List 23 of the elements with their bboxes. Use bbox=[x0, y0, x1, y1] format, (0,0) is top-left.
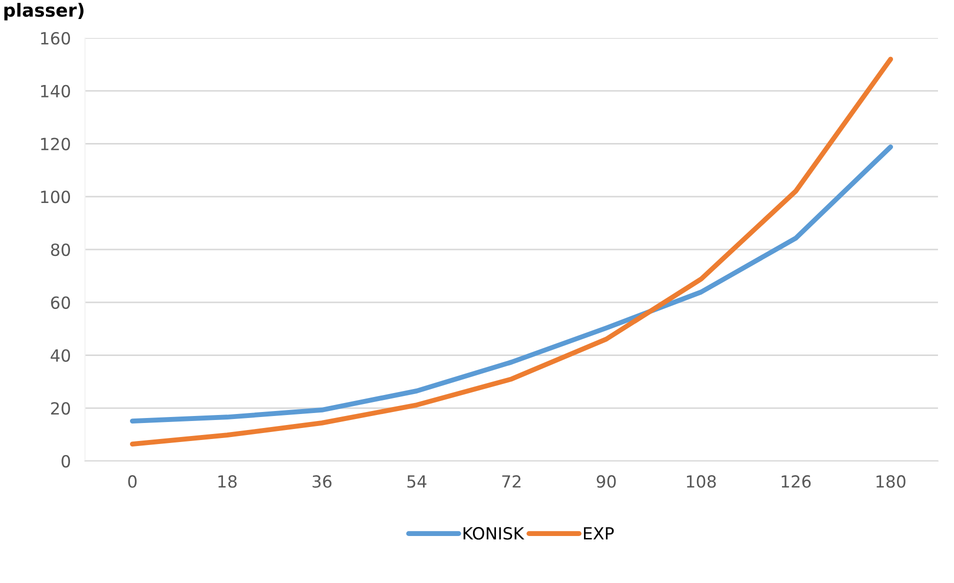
y-tick-label: 80 bbox=[51, 243, 70, 256]
x-tick-label: 36 bbox=[312, 475, 332, 488]
y-tick-label: 100 bbox=[41, 190, 70, 204]
x-tick-label: 0 bbox=[128, 475, 137, 488]
x-tick-label: 180 bbox=[876, 475, 906, 488]
line-series bbox=[130, 56, 894, 447]
chart-title: plasser) bbox=[4, 2, 84, 20]
x-tick-label: 54 bbox=[407, 475, 426, 488]
y-tick-label: 0 bbox=[62, 454, 70, 468]
y-tick-label: 120 bbox=[41, 138, 70, 150]
y-tick-label: 140 bbox=[41, 84, 70, 98]
y-tick-label: 60 bbox=[51, 296, 70, 309]
x-tick-label: 18 bbox=[218, 475, 237, 488]
legend-label: EXP bbox=[584, 527, 614, 540]
legend-label: KONISK bbox=[464, 527, 524, 540]
y-tick-label: 160 bbox=[41, 32, 70, 45]
y-tick-label: 40 bbox=[50, 349, 70, 362]
x-tick-label: 72 bbox=[502, 475, 520, 488]
x-tick-label: 108 bbox=[686, 475, 716, 488]
x-tick-label: 90 bbox=[596, 475, 616, 488]
x-tick-label: 126 bbox=[782, 475, 811, 488]
y-tick-label: 20 bbox=[51, 402, 70, 415]
line-series bbox=[130, 144, 894, 424]
